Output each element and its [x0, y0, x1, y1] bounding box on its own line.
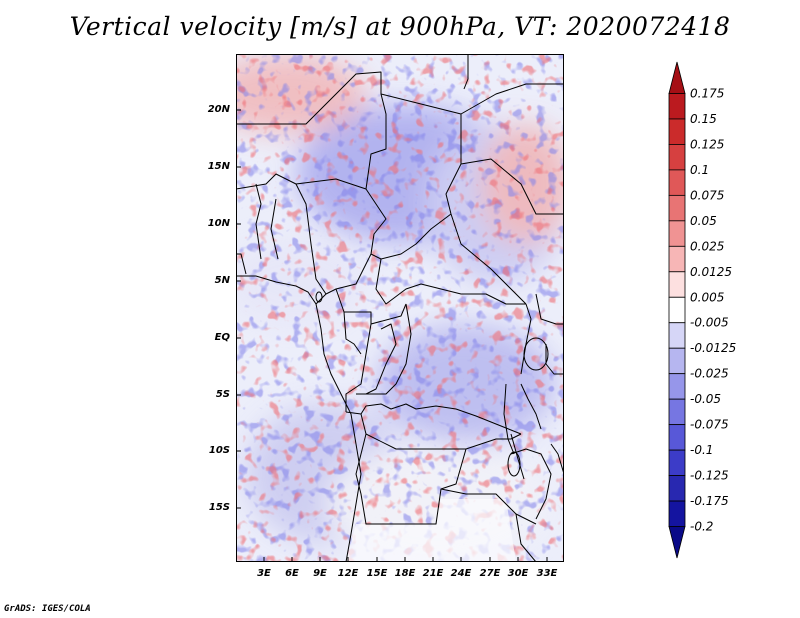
colorbar-label: -0.2 [690, 520, 713, 534]
lat-label: 10N [207, 218, 230, 229]
velocity-map [236, 54, 564, 562]
colorbar-segment [668, 296, 686, 324]
lon-label: 33E [536, 568, 558, 579]
colorbar-segment [668, 526, 686, 559]
lat-label: EQ [214, 332, 230, 343]
colorbar-label: 0.025 [690, 239, 724, 253]
colorbar-label: 0.05 [690, 214, 717, 228]
colorbar-label: 0.175 [690, 86, 724, 100]
colorbar-segment [668, 322, 686, 349]
colorbar-label: -0.0125 [690, 341, 736, 355]
lon-label: 21E [422, 568, 444, 579]
lat-label: 5N [214, 275, 230, 286]
colorbar-segment [668, 424, 686, 451]
colorbar-segment [668, 373, 686, 400]
lon-label: 3E [257, 568, 271, 579]
colorbar-label: -0.075 [690, 418, 729, 432]
colorbar-segment [668, 220, 686, 247]
colorbar-label: 0.15 [690, 112, 717, 126]
colorbar-segment [668, 475, 686, 502]
lon-label: 18E [394, 568, 416, 579]
map-title: Vertical velocity [m/s] at 900hPa, VT: 2… [69, 12, 731, 41]
lon-label: 15E [366, 568, 388, 579]
lon-label: 30E [507, 568, 529, 579]
colorbar-segment [668, 61, 686, 94]
colorbar-segment [668, 93, 686, 120]
colorbar-segment [668, 398, 686, 426]
colorbar-label: 0.125 [690, 137, 724, 151]
lat-label: 15S [208, 502, 230, 513]
colorbar-label: -0.005 [690, 316, 729, 330]
grads-credit: GrADS: IGES/COLA [4, 604, 91, 614]
lon-label: 9E [313, 568, 327, 579]
colorbar-segment [668, 118, 686, 145]
lon-label: 27E [479, 568, 501, 579]
lat-label: 15N [207, 161, 230, 172]
colorbar-segment [668, 449, 686, 476]
colorbar-label: 0.1 [690, 163, 709, 177]
colorbar-segment [668, 347, 686, 375]
colorbar-label: 0.075 [690, 188, 724, 202]
colorbar-segment [668, 500, 686, 527]
lon-label: 12E [337, 568, 359, 579]
colorbar-label: -0.1 [690, 443, 713, 457]
colorbar-label: -0.025 [690, 367, 729, 381]
colorbar-segment [668, 144, 686, 171]
lat-label: 5S [215, 389, 230, 400]
lat-label: 10S [208, 445, 230, 456]
colorbar-segment [668, 194, 686, 222]
colorbar: 0.175 0.15 0.125 0.1 0.075 0.05 0.025 0.0125 0.0… [668, 61, 736, 559]
colorbar-segment [668, 271, 686, 298]
colorbar-segment [668, 169, 686, 196]
colorbar-label: -0.125 [690, 469, 729, 483]
colorbar-label: 0.005 [690, 290, 724, 304]
colorbar-label: -0.05 [690, 392, 721, 406]
lat-label: 20N [207, 104, 230, 115]
colorbar-segment [668, 245, 686, 273]
lon-label: 24E [450, 568, 472, 579]
colorbar-label: -0.175 [690, 494, 729, 508]
lon-label: 6E [285, 568, 299, 579]
colorbar-label: 0.0125 [690, 265, 732, 279]
